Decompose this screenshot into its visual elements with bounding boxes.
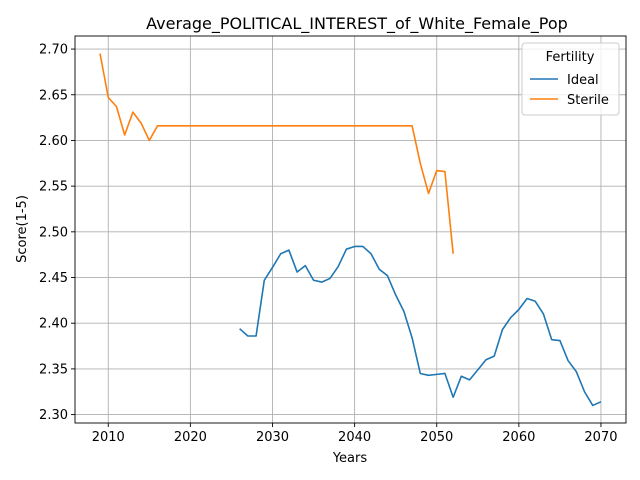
grid <box>75 36 626 423</box>
x-tick-label: 2010 <box>92 430 125 445</box>
y-tick-label: 2.35 <box>39 362 68 377</box>
x-axis-label: Years <box>332 451 368 466</box>
series-line-sterile <box>99 53 454 254</box>
x-axis: 2010 2020 2030 2040 2050 2060 2070 <box>92 423 618 445</box>
series-line-ideal <box>239 245 602 407</box>
legend-title: Fertility <box>546 50 595 65</box>
y-tick-label: 2.40 <box>39 317 68 332</box>
series-layer <box>99 53 602 407</box>
legend-box <box>521 42 620 116</box>
y-tick-label: 2.55 <box>39 180 68 195</box>
x-tick-label: 2030 <box>256 430 289 445</box>
y-tick-label: 2.30 <box>39 408 68 423</box>
legend-label-ideal: Ideal <box>567 73 599 88</box>
chart-title: Average_POLITICAL_INTEREST_of_White_Fema… <box>146 14 568 34</box>
x-tick-label: 2050 <box>420 430 453 445</box>
y-tick-label: 2.70 <box>39 43 68 58</box>
y-axis-label: Score(1-5) <box>15 195 30 263</box>
legend-label-sterile: Sterile <box>567 93 609 108</box>
plot-frame <box>74 35 627 424</box>
y-tick-label: 2.60 <box>39 134 68 149</box>
y-axis: 2.30 2.35 2.40 2.45 2.50 2.55 2.60 2.65 2.70 <box>39 43 75 423</box>
x-tick-label: 2070 <box>584 430 617 445</box>
legend: Fertility Ideal Sterile <box>521 42 620 116</box>
y-tick-label: 2.50 <box>39 225 68 240</box>
x-tick-label: 2040 <box>338 430 371 445</box>
x-tick-label: 2020 <box>174 430 207 445</box>
x-tick-label: 2060 <box>502 430 535 445</box>
y-tick-label: 2.45 <box>39 271 68 286</box>
y-tick-label: 2.65 <box>39 88 68 103</box>
